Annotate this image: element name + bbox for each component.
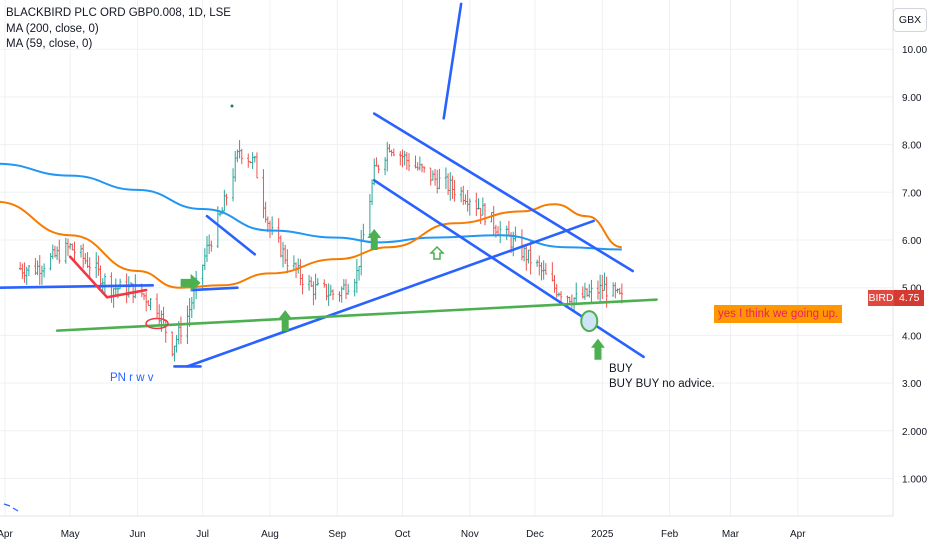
moving-averages (0, 162, 622, 289)
blue-trendline (372, 179, 645, 359)
ma59-line (0, 201, 622, 289)
x-tick-label: Jul (196, 529, 209, 540)
y-tick-label: 1.000 (902, 475, 927, 486)
x-tick-label: Oct (395, 529, 411, 540)
y-tick-label: 5.00 (902, 284, 922, 295)
x-tick-label: Apr (0, 529, 13, 540)
symbol-price-label: BIRD (868, 290, 894, 306)
x-tick-label: Apr (790, 529, 806, 540)
pn-note[interactable]: PN r w v (110, 372, 154, 384)
blue-trendline (0, 284, 154, 289)
axes: 1.000 2.000 3.00 4.00 5.00 6.00 7.00 8.00 9.00 10… (0, 0, 927, 540)
y-tick-label: 3.00 (902, 379, 922, 390)
buy-note-line1: BUY (609, 363, 633, 375)
green-up-arrow (590, 338, 605, 360)
candlesticks (19, 140, 624, 362)
blue-trendline (190, 286, 239, 292)
red-ellipse-marker (145, 317, 169, 330)
chart-gridlines (0, 0, 893, 516)
green-up-arrow (278, 310, 293, 332)
blue-trendline (372, 112, 635, 273)
y-tick-label: 7.00 (902, 188, 922, 199)
x-tick-label: Aug (261, 529, 279, 540)
x-tick-label: Sep (328, 529, 346, 540)
green-circle-marker (580, 310, 599, 333)
green-trendline (55, 298, 658, 332)
y-tick-label: 6.00 (902, 236, 922, 247)
ma200-legend[interactable]: MA (200, close, 0) (6, 22, 99, 35)
user-drawings (0, 2, 658, 512)
ma59-legend[interactable]: MA (59, close, 0) (6, 38, 93, 50)
x-tick-label: Mar (722, 529, 740, 540)
blue-trendline (442, 2, 463, 120)
symbol-title[interactable]: BLACKBIRD PLC ORD GBP0.008, 1D, LSE (6, 7, 231, 19)
blue-trendline (205, 214, 257, 256)
red-trendline (105, 288, 148, 299)
x-tick-label: Feb (661, 529, 679, 540)
green-outline-arrow (429, 245, 445, 260)
green-right-arrow (180, 273, 201, 292)
x-tick-label: 2025 (591, 529, 614, 540)
buy-note-line2: BUY BUY no advice. (609, 378, 715, 390)
orange-note[interactable]: yes I think we going up. (714, 305, 843, 323)
buy-note[interactable]: BUY BUY BUY no advice. (609, 362, 715, 392)
y-tick-label: 10.00 (902, 45, 927, 56)
x-tick-label: Jun (129, 529, 145, 540)
chart-legend: BLACKBIRD PLC ORD GBP0.008, 1D, LSE MA (… (6, 6, 231, 53)
red-trendline (68, 255, 109, 299)
y-tick-label: 9.00 (902, 93, 922, 104)
x-tick-label: Nov (461, 529, 479, 540)
small-dot-marker (230, 104, 234, 108)
y-axis-ticks: 1.000 2.000 3.00 4.00 5.00 6.00 7.00 8.00 9.00 10… (902, 45, 927, 485)
x-tick-label: May (61, 529, 80, 540)
ma200-line (0, 162, 622, 251)
blue-trendline (186, 219, 595, 368)
y-tick-label: 2.000 (902, 427, 927, 438)
corner-dash-marks (3, 503, 19, 512)
y-tick-label: 8.00 (902, 141, 922, 152)
currency-button[interactable]: GBX (893, 8, 927, 32)
last-price-label: 4.75 (894, 290, 924, 306)
x-axis-ticks: Apr May Jun Jul Aug Sep Oct Nov Dec 2025 Feb Mar Apr (0, 529, 806, 540)
x-tick-label: Dec (526, 529, 544, 540)
green-up-arrow (367, 229, 382, 250)
y-tick-label: 4.00 (902, 331, 922, 342)
